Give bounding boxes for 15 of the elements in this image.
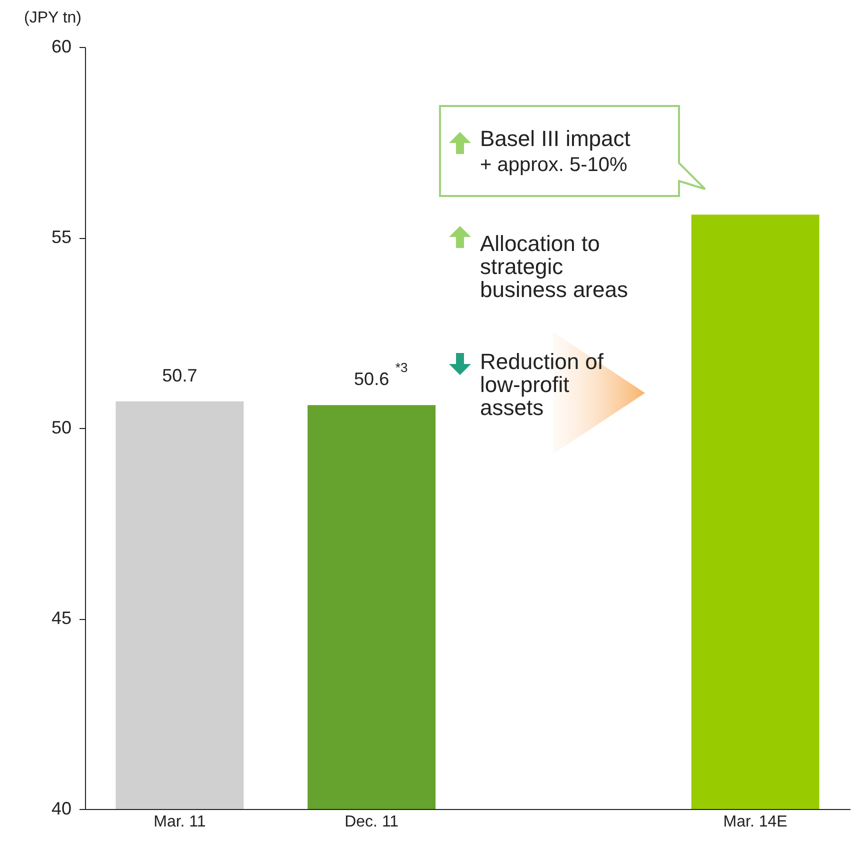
- y-tick-label: 45: [51, 608, 72, 628]
- annotation: Allocation to strategic business areas: [480, 231, 629, 302]
- data-label: 50.6*3: [354, 360, 408, 390]
- annotation: Reduction of low-profit assets: [480, 349, 605, 420]
- annotation: Basel III impact: [480, 126, 632, 151]
- x-tick-label: Mar. 11: [154, 814, 206, 830]
- y-tick-label: 50: [51, 418, 72, 438]
- y-axis-title: (JPY tn): [24, 10, 82, 26]
- x-tick-label: Dec. 11: [344, 814, 399, 830]
- data-label: 50.7: [162, 365, 198, 386]
- y-tick-label: 40: [51, 798, 72, 818]
- x-tick-label: Mar. 14E: [723, 814, 788, 830]
- y-tick-label: 55: [51, 227, 72, 247]
- y-tick-label: 60: [51, 36, 72, 56]
- annotation: + approx. 5-10%: [480, 154, 628, 176]
